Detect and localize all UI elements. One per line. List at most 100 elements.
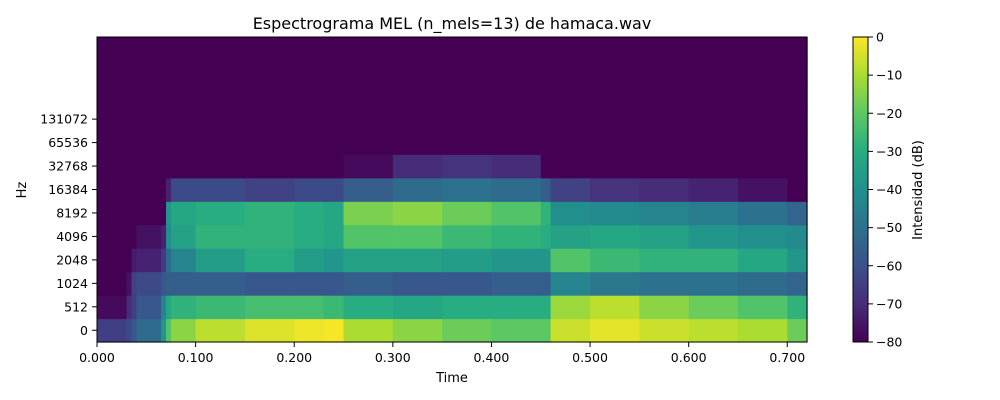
heatmap-cell bbox=[491, 318, 542, 343]
heatmap-cell bbox=[343, 271, 394, 296]
heatmap-cell bbox=[688, 177, 739, 202]
heatmap-cell bbox=[590, 271, 640, 296]
heatmap-cell bbox=[343, 37, 394, 62]
heatmap-cell bbox=[166, 83, 172, 108]
heatmap-cell bbox=[787, 83, 808, 108]
heatmap-cell bbox=[323, 271, 345, 296]
heatmap-cell bbox=[136, 271, 162, 296]
heatmap-cell bbox=[170, 318, 197, 343]
heatmap-cell bbox=[195, 37, 246, 62]
heatmap-cell bbox=[343, 154, 394, 179]
heatmap-cell bbox=[787, 271, 808, 296]
heatmap-cell bbox=[550, 83, 591, 108]
heatmap-cell bbox=[294, 201, 325, 226]
heatmap-cell bbox=[136, 177, 162, 202]
colorbar-tick-label: −60 bbox=[876, 258, 902, 273]
heatmap-cell bbox=[294, 224, 325, 249]
heatmap-cell bbox=[294, 107, 325, 132]
heatmap-cell bbox=[126, 295, 133, 320]
heatmap-cell bbox=[131, 107, 138, 132]
x-tick-label: 0.300 bbox=[375, 350, 411, 365]
heatmap-cell bbox=[136, 83, 162, 108]
heatmap-cell bbox=[787, 201, 808, 226]
heatmap-cell bbox=[244, 37, 295, 62]
heatmap-cell bbox=[392, 177, 443, 202]
heatmap-cell bbox=[161, 224, 167, 249]
heatmap-cell bbox=[126, 37, 133, 62]
heatmap-cell bbox=[294, 37, 325, 62]
heatmap-cell bbox=[166, 37, 172, 62]
heatmap-cell bbox=[97, 224, 128, 249]
y-axis-label: Hz bbox=[15, 182, 30, 199]
heatmap-cell bbox=[550, 60, 591, 85]
heatmap-cell bbox=[737, 107, 788, 132]
x-tick-label: 0.100 bbox=[178, 350, 214, 365]
heatmap-cell bbox=[540, 318, 552, 343]
heatmap-cell bbox=[126, 271, 133, 296]
colorbar-tick-label: −40 bbox=[876, 182, 902, 197]
heatmap-cell bbox=[392, 130, 443, 155]
heatmap-cell bbox=[442, 154, 493, 179]
heatmap-cell bbox=[170, 271, 197, 296]
heatmap-cell bbox=[540, 107, 552, 132]
heatmap-cell bbox=[392, 83, 443, 108]
heatmap-cell bbox=[540, 224, 552, 249]
x-axis-ticks: 0.000 0.100 0.200 0.300 0.400 0.500 0.600 0.700 bbox=[79, 342, 805, 365]
heatmap-cell bbox=[126, 201, 133, 226]
heatmap-cell bbox=[161, 201, 167, 226]
heatmap-cell bbox=[166, 248, 172, 273]
heatmap-cell bbox=[294, 60, 325, 85]
heatmap-cell bbox=[131, 224, 138, 249]
heatmap-cell bbox=[639, 318, 690, 343]
heatmap-cell bbox=[688, 37, 739, 62]
heatmap-cell bbox=[540, 271, 552, 296]
heatmap-cell bbox=[323, 107, 345, 132]
heatmap-cell bbox=[131, 271, 138, 296]
heatmap-cell bbox=[590, 83, 640, 108]
heatmap-cell bbox=[787, 224, 808, 249]
heatmap-cell bbox=[244, 154, 295, 179]
heatmap-cell bbox=[590, 60, 640, 85]
heatmap-cell bbox=[294, 318, 325, 343]
heatmap-cell bbox=[131, 295, 138, 320]
heatmap-cell bbox=[294, 177, 325, 202]
x-tick-label: 0.200 bbox=[276, 350, 312, 365]
heatmap-cell bbox=[550, 248, 591, 273]
heatmap-cell bbox=[639, 248, 690, 273]
heatmap-cell bbox=[166, 154, 172, 179]
heatmap-cell bbox=[442, 83, 493, 108]
heatmap-cell bbox=[787, 37, 808, 62]
heatmap-cell bbox=[136, 107, 162, 132]
heatmap-cell bbox=[540, 130, 552, 155]
heatmap-cell bbox=[161, 37, 167, 62]
heatmap-cell bbox=[131, 201, 138, 226]
heatmap-cell bbox=[590, 295, 640, 320]
heatmap-cell bbox=[126, 130, 133, 155]
heatmap-cell bbox=[294, 248, 325, 273]
heatmap-cell bbox=[590, 177, 640, 202]
heatmap-cell bbox=[688, 201, 739, 226]
heatmap-cell bbox=[550, 224, 591, 249]
heatmap-cell bbox=[131, 37, 138, 62]
heatmap-cell bbox=[170, 130, 197, 155]
heatmap-cell bbox=[442, 107, 493, 132]
heatmap-cell bbox=[442, 201, 493, 226]
heatmap-cell bbox=[343, 130, 394, 155]
heatmap-cell bbox=[639, 271, 690, 296]
heatmap-cell bbox=[126, 318, 133, 343]
colorbar-tick-label: 0 bbox=[876, 30, 884, 45]
heatmap-cell bbox=[737, 295, 788, 320]
y-tick-label: 16384 bbox=[48, 182, 88, 197]
heatmap-cell bbox=[136, 201, 162, 226]
y-tick-label: 512 bbox=[64, 299, 88, 314]
heatmap-cell bbox=[170, 248, 197, 273]
heatmap-cell bbox=[161, 154, 167, 179]
heatmap-cell bbox=[639, 224, 690, 249]
heatmap-cell bbox=[343, 248, 394, 273]
heatmap-cell bbox=[97, 60, 128, 85]
heatmap-cell bbox=[294, 130, 325, 155]
y-tick-label: 65536 bbox=[48, 135, 88, 150]
heatmap-cell bbox=[787, 318, 808, 343]
x-tick-label: 0.000 bbox=[79, 350, 115, 365]
heatmap-cell bbox=[195, 248, 246, 273]
